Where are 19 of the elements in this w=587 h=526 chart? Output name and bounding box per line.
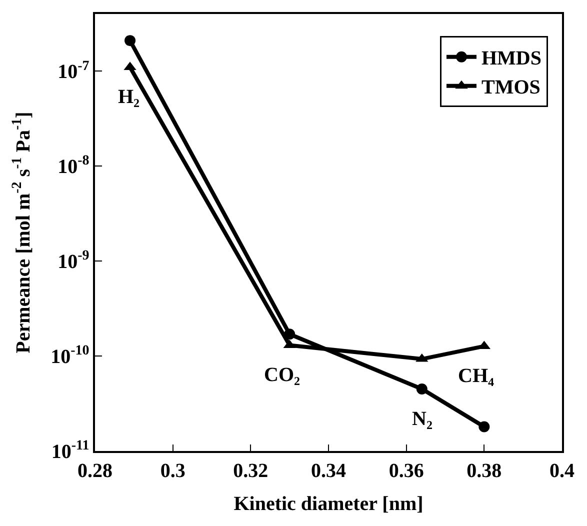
x-tick-label: 0.34 [311, 460, 346, 482]
legend-label: TMOS [481, 76, 540, 99]
legend-label: HMDS [481, 48, 542, 70]
x-tick-label: 0.32 [233, 460, 268, 482]
y-tick-label: 10$^{-9}$ [58, 248, 90, 274]
annotation: CO₂ [264, 364, 300, 386]
point [416, 383, 428, 394]
annotation: CH₄ [458, 365, 494, 387]
y-tick-label: 10$^{-8}$ [58, 154, 90, 178]
y-tick-label: 10$^{-7}$ [58, 58, 90, 84]
point [478, 421, 490, 432]
x-tick-label: 0.3 [160, 460, 186, 482]
x-axis-title: Kinetic diameter [nm] [234, 492, 424, 515]
x-tick-label: 0.4 [550, 460, 574, 482]
y-tick-label: 10$^{-10}$ [50, 344, 90, 368]
x-tick-label: 0.38 [466, 460, 502, 482]
annotation: N₂ [412, 408, 432, 430]
x-tick-label: 0.36 [388, 460, 424, 482]
annotation: H₂ [118, 86, 140, 108]
